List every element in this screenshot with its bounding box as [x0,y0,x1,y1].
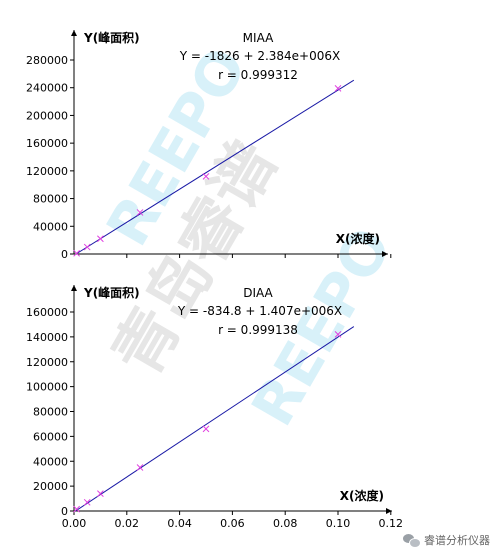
x-tick-label: 0.06 [220,517,245,530]
diaa-calibration-chart: 0 20000 40000 60000 80000 100000 120000 140000 1… [26,285,403,530]
data-point [334,85,342,92]
y-tick-label: 120000 [26,165,68,178]
x-tick-label: 0.12 [379,517,404,530]
data-point [136,464,144,471]
fit-equation: Y = -834.8 + 1.407e+006X [177,304,342,318]
data-point [83,498,91,506]
fit-line [75,326,355,512]
y-tick-label: 80000 [33,193,68,206]
y-tick-label: 120000 [26,356,68,369]
data-point [97,235,104,243]
footer-credit: 睿谱分析仪器 [403,532,490,548]
x-axis-arrow [382,251,388,257]
x-tick-label: 0.02 [115,517,140,530]
miaa-calibration-chart: 0 40000 80000 120000 160000 200000 240000 28000… [26,30,392,261]
fit-equation: Y = -1826 + 2.384e+006X [179,49,340,63]
data-point [73,505,80,513]
data-point [202,173,210,180]
footer-text: 睿谱分析仪器 [424,534,490,547]
data-point [334,331,342,338]
y-tick-label: 40000 [33,455,68,468]
y-tick-label: 60000 [33,430,68,443]
y-tick-label: 40000 [33,220,68,233]
x-axis-label: X(浓度) [340,488,384,503]
y-tick-label: 0 [61,505,68,518]
y-tick-label: 160000 [26,137,68,150]
y-axis-arrow [71,30,77,36]
correlation-coefficient: r = 0.999312 [218,68,298,82]
x-axis-label: X(浓度) [336,231,380,246]
x-tick-label: 0.08 [273,517,298,530]
y-tick-label: 240000 [26,82,68,95]
y-axis-label: Y(峰面积) [83,285,140,300]
chart-title: DIAA [243,286,273,300]
chart-title: MIAA [243,31,274,45]
y-tick-label: 80000 [33,406,68,419]
data-point [202,425,210,433]
wechat-icon [403,533,421,548]
x-tick-label: 0.10 [326,517,351,530]
y-axis-label: Y(峰面积) [83,30,140,45]
y-tick-label: 100000 [26,381,68,394]
y-tick-label: 0 [61,248,68,261]
correlation-coefficient: r = 0.999138 [218,323,298,337]
y-tick-label: 20000 [33,480,68,493]
fit-line [75,79,355,255]
y-axis-arrow [71,285,77,291]
x-axis-arrow [386,508,392,514]
x-tick-label: 0.00 [62,517,87,530]
data-point [73,249,80,257]
y-tick-label: 280000 [26,54,68,67]
y-tick-label: 200000 [26,109,68,122]
data-point [136,209,144,216]
data-point [83,243,91,251]
y-tick-label: 140000 [26,331,68,344]
x-tick-label: 0.04 [167,517,192,530]
data-point [97,490,104,497]
y-tick-label: 160000 [26,306,68,319]
